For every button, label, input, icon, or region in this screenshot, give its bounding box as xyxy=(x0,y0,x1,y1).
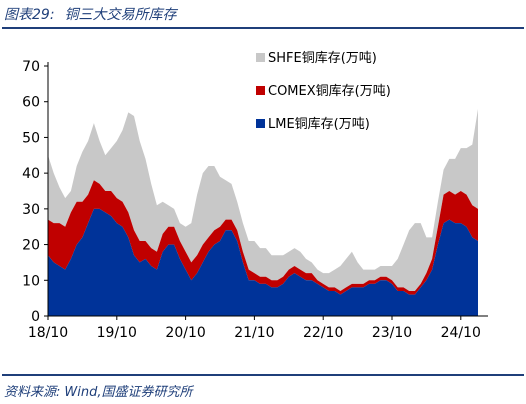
x-tick-label: 22/10 xyxy=(303,325,343,341)
x-tick-label: 21/10 xyxy=(234,325,274,341)
legend-swatch-2 xyxy=(256,53,265,62)
figure-title-text: 铜三大交易所库存 xyxy=(64,7,177,23)
x-tick-label: 20/10 xyxy=(165,325,205,341)
source-text: Wind,国盛证券研究所 xyxy=(64,385,193,400)
title-rule xyxy=(2,27,524,29)
y-tick-label: 70 xyxy=(22,59,40,75)
x-tick-label: 18/10 xyxy=(28,325,68,341)
figure-title: 图表29: 铜三大交易所库存 xyxy=(4,4,187,24)
legend-label-2: SHFE铜库存(万吨) xyxy=(268,50,377,66)
legend-swatch-0 xyxy=(256,119,265,128)
chart: 0 10 20 30 40 50 60 70 18/10 19/10 20/10 21/10 22/10… xyxy=(22,50,488,341)
series-area-0 xyxy=(48,208,478,316)
source-note: 资料来源: Wind,国盛证券研究所 xyxy=(4,381,196,400)
y-tick-label: 10 xyxy=(22,273,40,289)
figure-number: 图表29: xyxy=(4,7,55,23)
y-tick-label: 20 xyxy=(22,238,40,254)
series-area-1 xyxy=(48,180,478,295)
x-tick-label: 23/10 xyxy=(372,325,412,341)
source-label: 资料来源: xyxy=(4,385,61,400)
series-area-2 xyxy=(48,108,478,292)
y-tick-label: 60 xyxy=(22,95,40,111)
y-tick-label: 0 xyxy=(31,309,40,325)
legend-label-1: COMEX铜库存(万吨) xyxy=(268,83,391,99)
source-rule xyxy=(2,374,524,376)
x-tick-label: 19/10 xyxy=(97,325,137,341)
x-tick-label: 24/10 xyxy=(441,325,481,341)
legend-label-0: LME铜库存(万吨) xyxy=(268,116,370,132)
y-tick-label: 40 xyxy=(22,166,40,182)
y-tick-label: 50 xyxy=(22,130,40,146)
legend-swatch-1 xyxy=(256,86,265,95)
y-tick-label: 30 xyxy=(22,202,40,218)
